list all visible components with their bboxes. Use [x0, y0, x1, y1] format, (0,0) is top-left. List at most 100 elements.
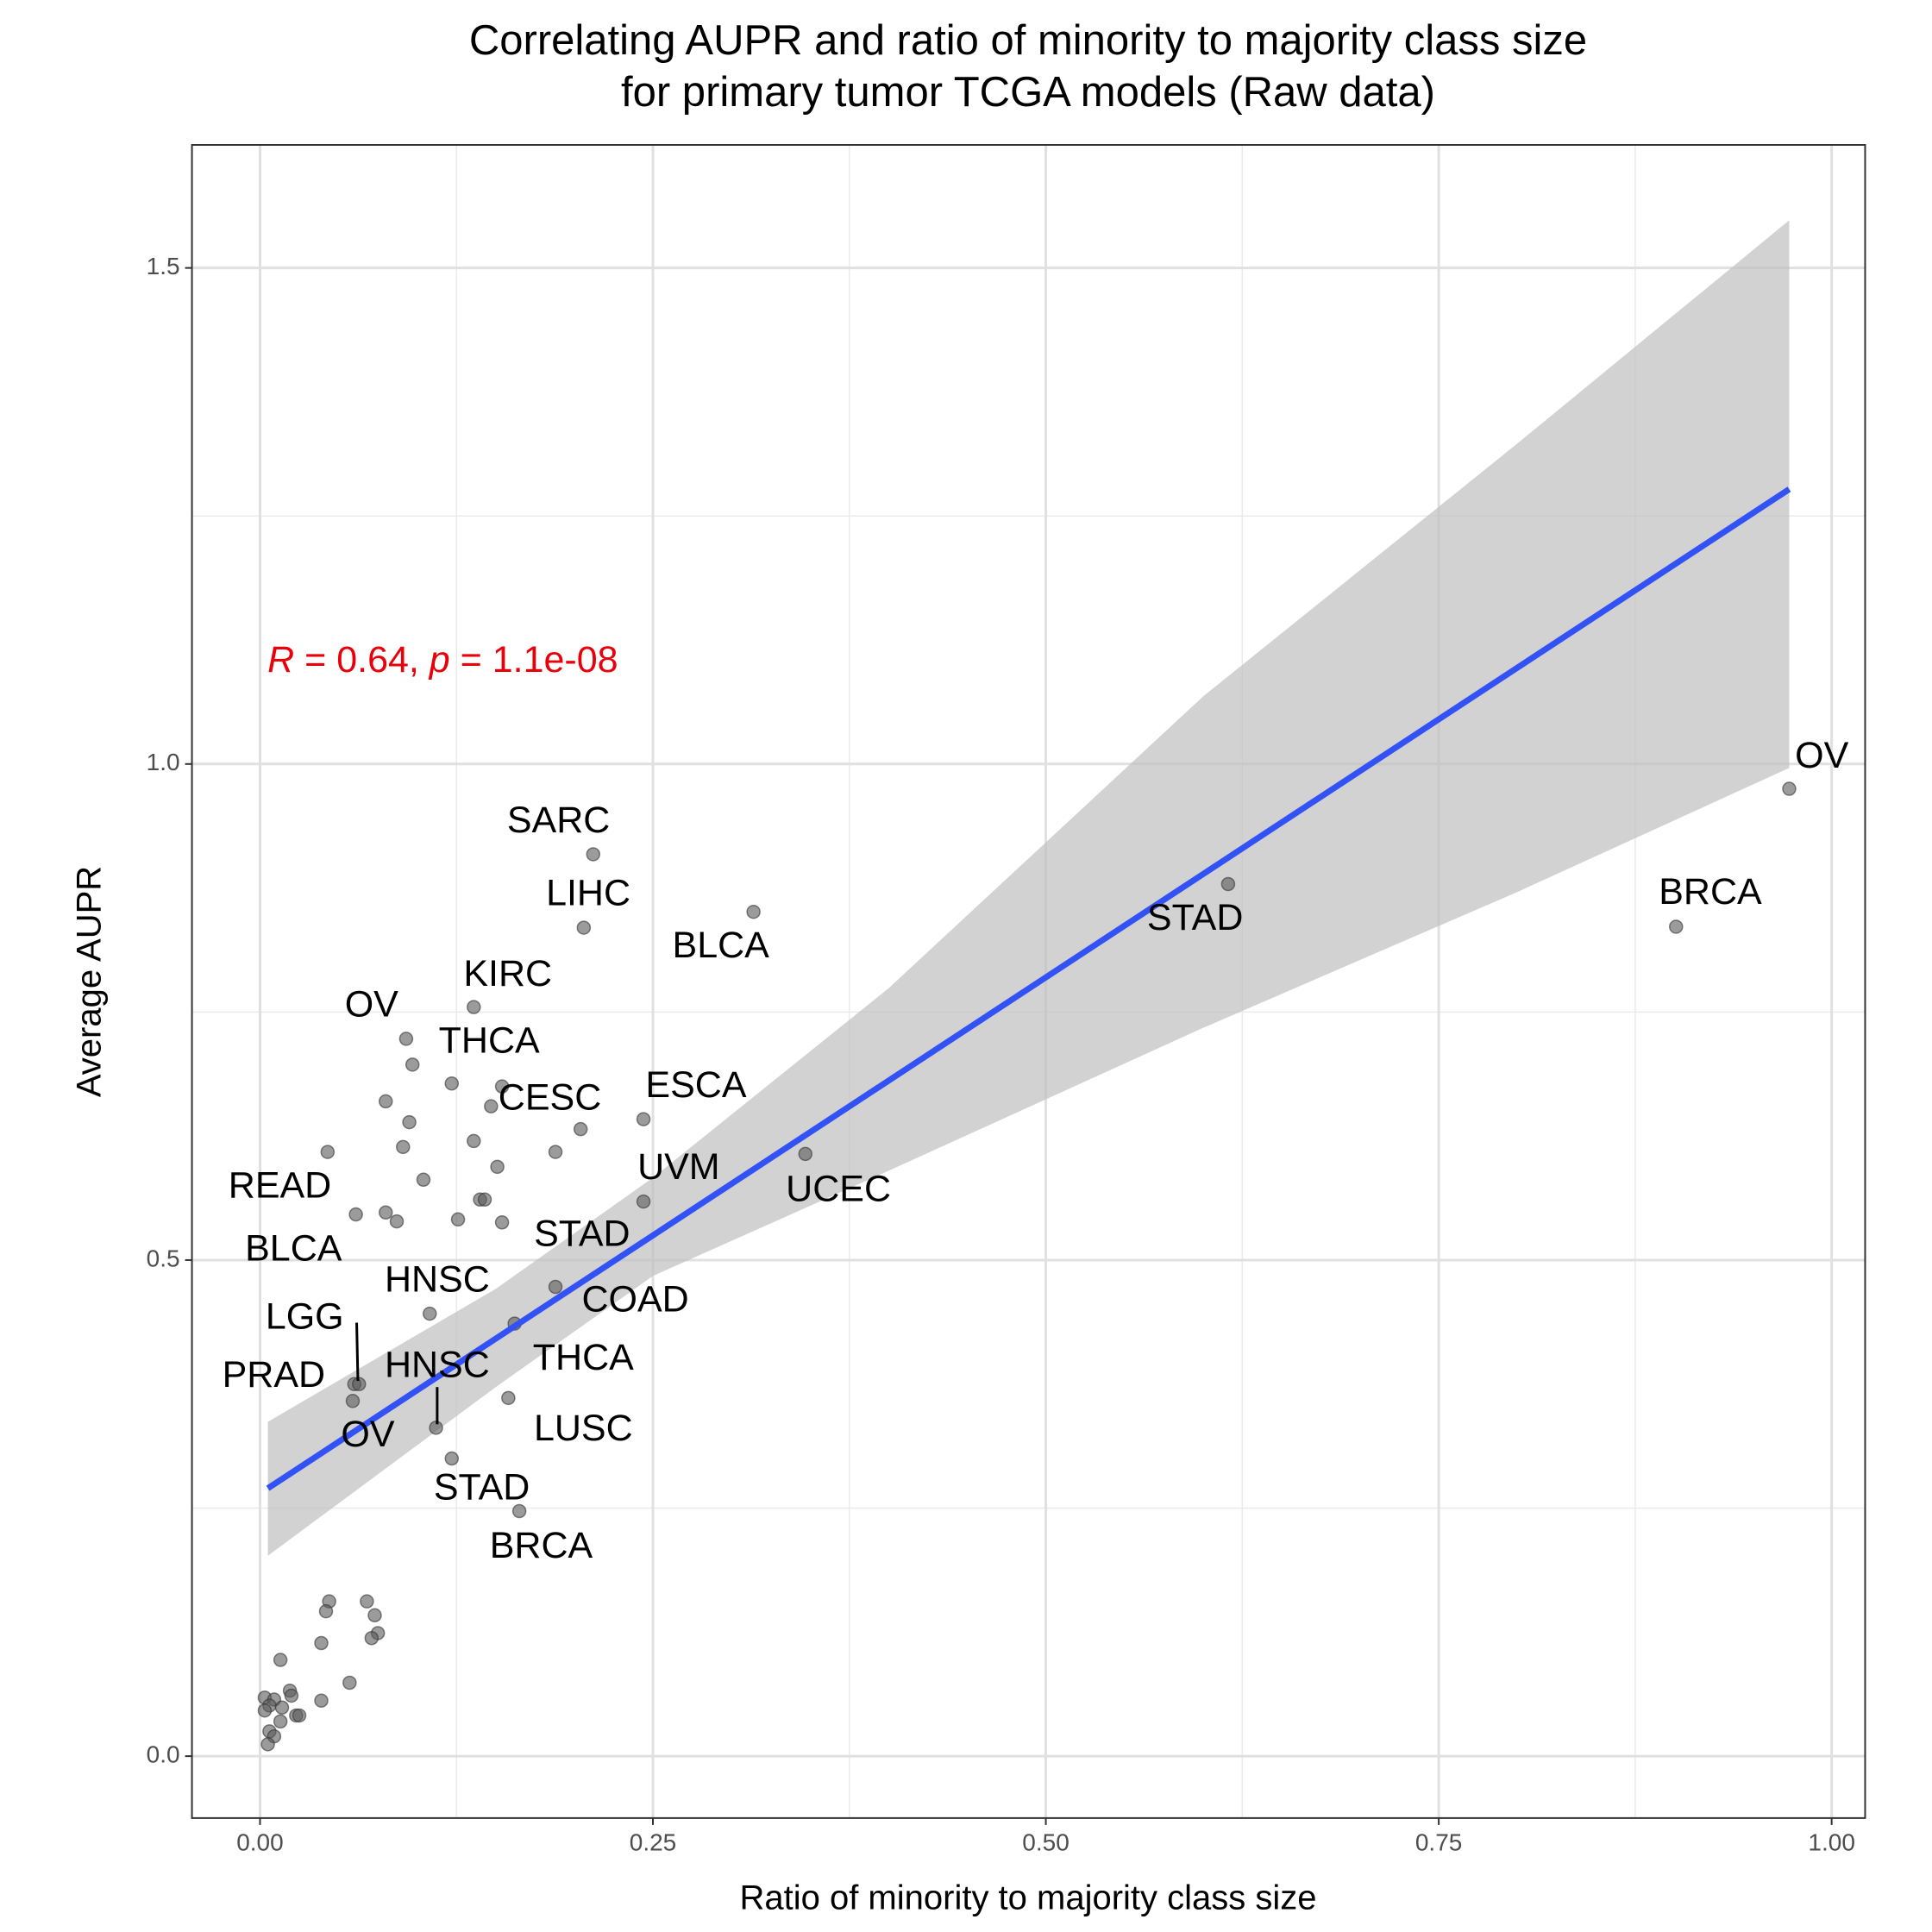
point [586, 847, 601, 862]
point [467, 1133, 481, 1149]
point-label: BLCA [673, 925, 770, 966]
x-axis-label: Ratio of minority to majority class size [739, 1879, 1316, 1917]
point-label: STAD [534, 1213, 630, 1254]
y-tick-label: 1.0 [147, 749, 180, 775]
point [260, 1737, 275, 1752]
point [367, 1608, 382, 1623]
point [378, 1094, 393, 1109]
point-label: COAD [581, 1278, 688, 1320]
point-label: THCA [439, 1019, 540, 1061]
point [494, 1079, 510, 1094]
annotation-part: R [267, 640, 294, 681]
point [342, 1675, 357, 1690]
point-label: KIRC [463, 953, 552, 994]
point [444, 1076, 460, 1091]
point [1220, 876, 1236, 892]
point-label: CESC [499, 1076, 601, 1118]
point [314, 1693, 329, 1708]
point [450, 1212, 466, 1227]
point [484, 1099, 499, 1113]
point [402, 1114, 417, 1130]
point [398, 1032, 414, 1046]
point-label: ESCA [645, 1064, 746, 1106]
point [548, 1279, 563, 1295]
point [284, 1688, 299, 1703]
point-label: BRCA [1659, 871, 1762, 913]
x-tick-label: 0.50 [1022, 1828, 1070, 1855]
y-tick-label: 1.5 [147, 253, 180, 279]
point-label: LGG [266, 1296, 344, 1338]
point [501, 1390, 516, 1406]
point [318, 1603, 334, 1619]
point-label: UVM [637, 1146, 720, 1188]
point-label: READ [229, 1164, 331, 1206]
point [378, 1205, 393, 1220]
point [389, 1214, 405, 1229]
annotation-part: = 0.64, [294, 640, 430, 681]
label-leader [355, 1322, 360, 1382]
annotation-part: = 1.1e-08 [450, 640, 618, 681]
point-label: STAD [1147, 897, 1244, 938]
point-label: BLCA [245, 1228, 342, 1270]
point-label: HNSC [385, 1345, 490, 1386]
point [348, 1207, 363, 1222]
point [573, 1121, 588, 1137]
chart-subtitle: for primary tumor TCGA models (Raw data) [621, 69, 1435, 116]
point-label: HNSC [385, 1259, 490, 1301]
y-tick-label: 0.5 [147, 1245, 180, 1271]
point [360, 1594, 374, 1609]
point [314, 1635, 329, 1651]
point [490, 1159, 505, 1175]
point [273, 1714, 288, 1729]
point [364, 1630, 380, 1646]
point [477, 1192, 492, 1208]
y-tick-label: 0.0 [147, 1741, 180, 1768]
point [292, 1708, 307, 1723]
x-tick-label: 0.00 [236, 1828, 284, 1855]
point [511, 1503, 527, 1519]
point [467, 1000, 481, 1014]
point [636, 1112, 651, 1126]
point [273, 1653, 288, 1667]
point [1669, 919, 1684, 934]
point [444, 1451, 460, 1466]
x-tick-label: 0.25 [630, 1828, 677, 1855]
point [746, 904, 761, 919]
point-label: OV [1795, 735, 1848, 776]
point [548, 1145, 563, 1159]
point [636, 1194, 651, 1209]
point-label: LIHC [546, 873, 630, 914]
point [320, 1145, 336, 1159]
chart-title: Correlating AUPR and ratio of minority t… [469, 17, 1587, 64]
point-label: LUSC [534, 1408, 633, 1449]
point [345, 1394, 361, 1408]
point [423, 1306, 437, 1321]
confidence-band [267, 220, 1790, 1556]
x-tick-label: 0.75 [1415, 1828, 1463, 1855]
point-label: OV [341, 1414, 394, 1455]
annotation: R = 0.64, p = 1.1e-08 [267, 640, 618, 681]
y-axis-label: Average AUPR [71, 866, 109, 1097]
point-label: SARC [507, 800, 610, 841]
point [396, 1139, 411, 1155]
point-label: BRCA [490, 1525, 593, 1566]
point [274, 1700, 290, 1716]
regression-line [266, 486, 1791, 1491]
point-label: PRAD [223, 1354, 325, 1396]
point [576, 920, 592, 935]
point [405, 1057, 420, 1072]
point-label: THCA [533, 1337, 634, 1378]
x-tick-label: 1.00 [1808, 1828, 1855, 1855]
annotation-part: p [428, 640, 450, 681]
point-label: STAD [434, 1467, 530, 1509]
point [257, 1703, 273, 1718]
point [416, 1172, 431, 1188]
plot-border [191, 144, 1866, 1819]
point [798, 1146, 813, 1162]
point [1782, 781, 1797, 796]
point-label: OV [345, 984, 398, 1026]
point [494, 1214, 510, 1230]
point-label: UCEC [786, 1169, 891, 1210]
